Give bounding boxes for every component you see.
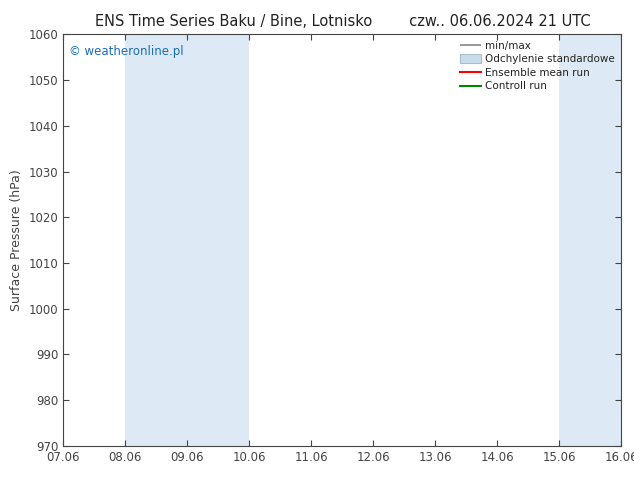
Title: ENS Time Series Baku / Bine, Lotnisko        czw.. 06.06.2024 21 UTC: ENS Time Series Baku / Bine, Lotnisko cz…: [94, 14, 590, 29]
Bar: [188, 34, 249, 446]
Legend: min/max, Odchylenie standardowe, Ensemble mean run, Controll run: min/max, Odchylenie standardowe, Ensembl…: [457, 37, 618, 95]
Y-axis label: Surface Pressure (hPa): Surface Pressure (hPa): [10, 169, 23, 311]
Text: © weatheronline.pl: © weatheronline.pl: [69, 45, 184, 58]
Bar: [126, 34, 188, 446]
Bar: [559, 34, 621, 446]
